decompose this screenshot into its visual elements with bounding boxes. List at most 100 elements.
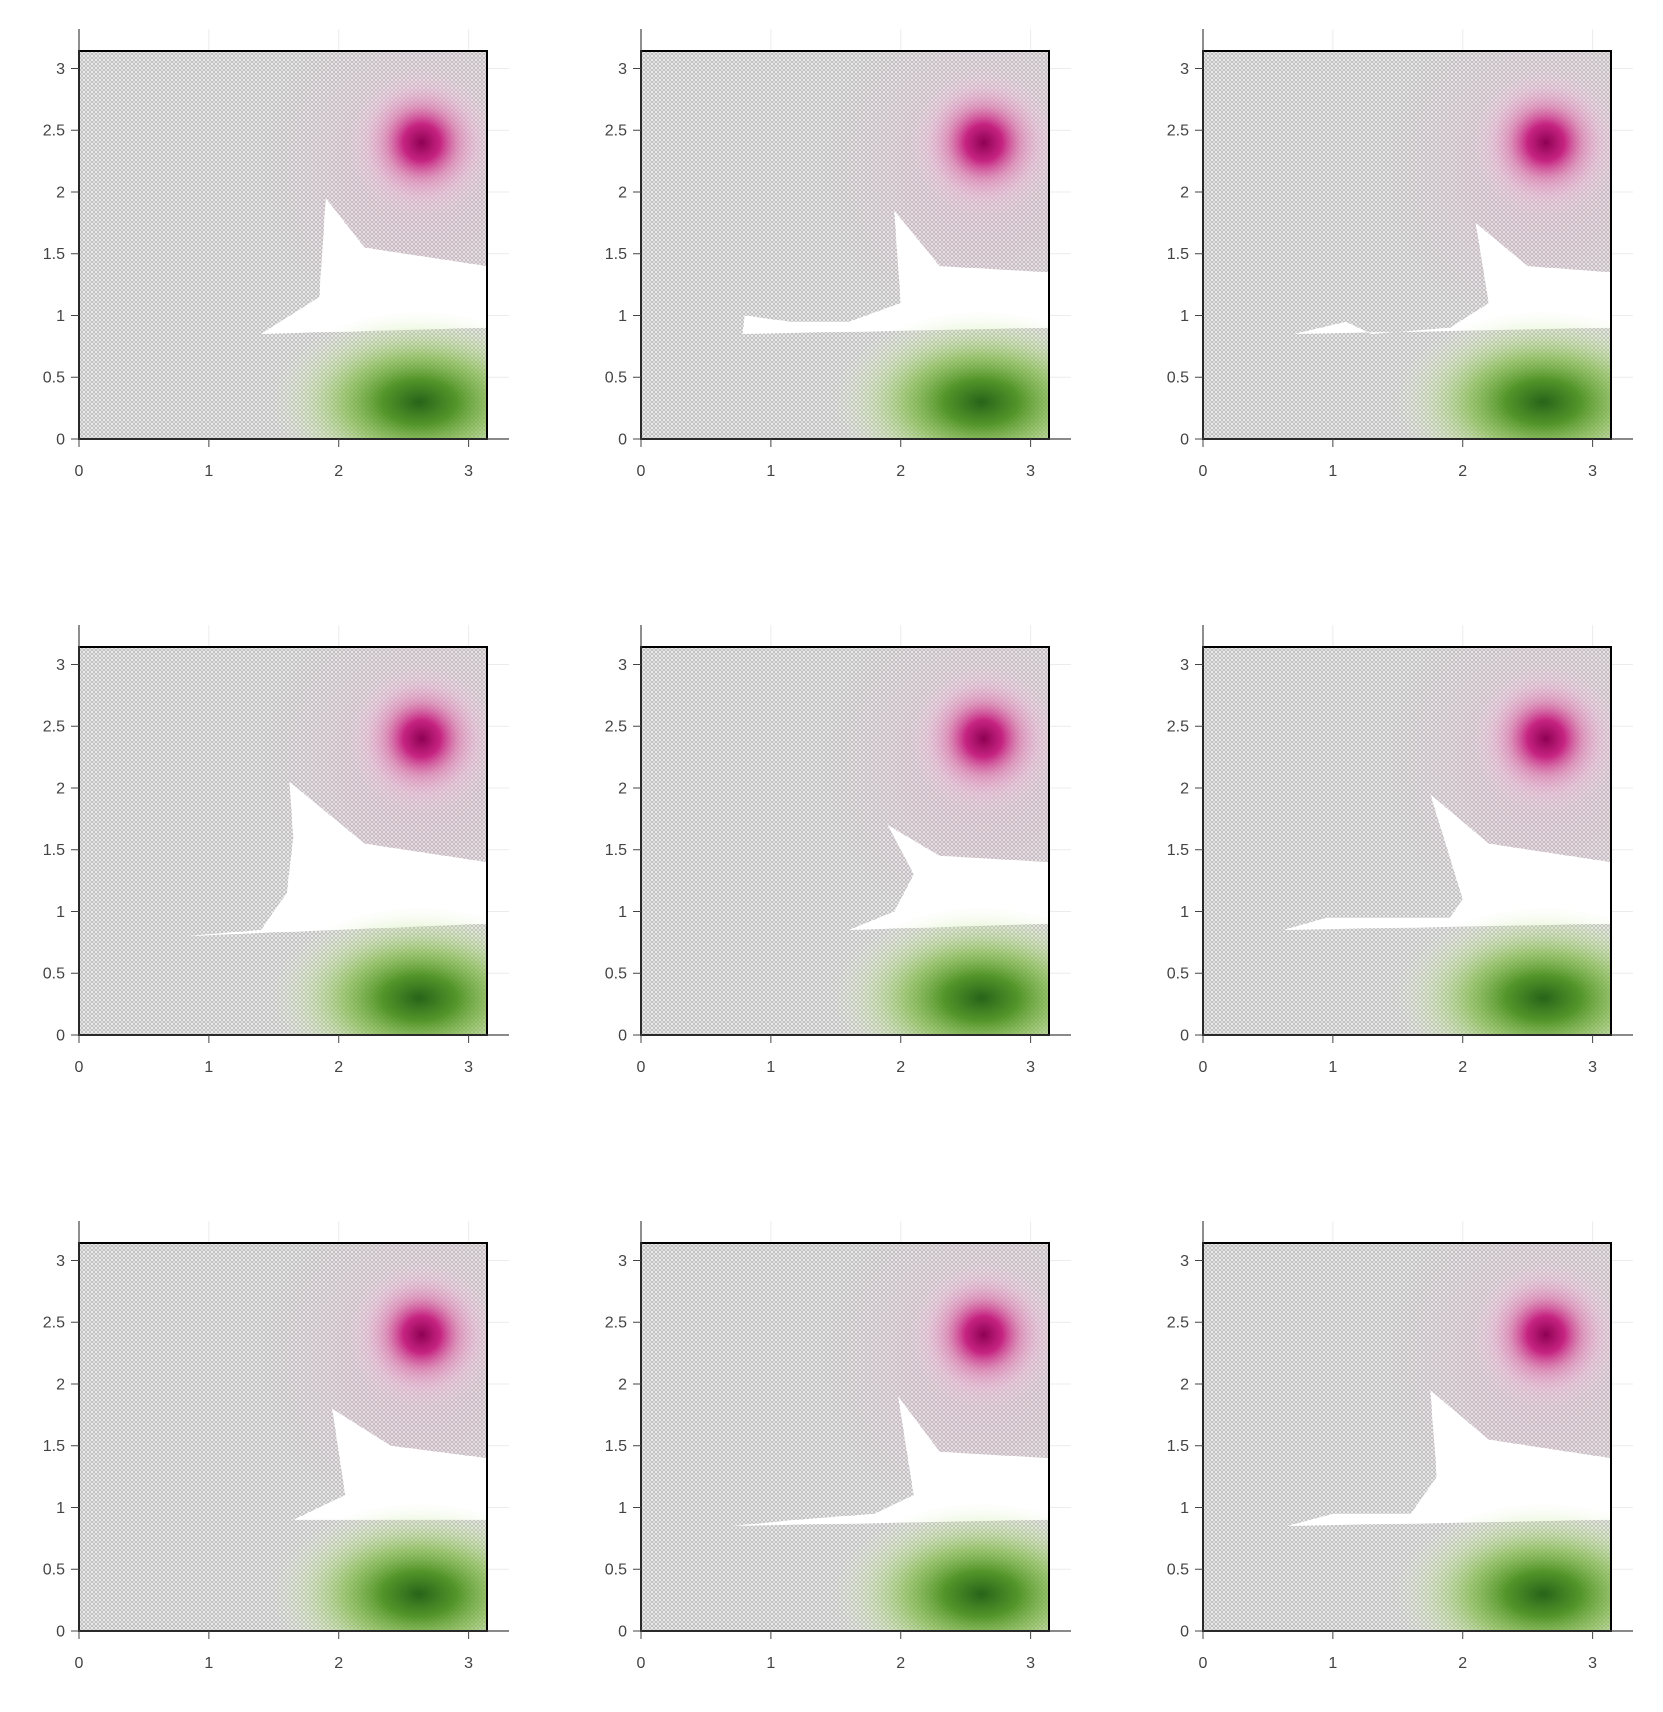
y-tick-label: 1.5 xyxy=(1167,246,1189,263)
x-tick-label: 3 xyxy=(1588,1059,1597,1076)
magenta-peak xyxy=(1471,68,1611,217)
y-tick-label: 2 xyxy=(56,780,65,797)
x-tick-label: 0 xyxy=(75,463,84,480)
y-tick-label: 0.5 xyxy=(43,370,65,387)
heatmap-field xyxy=(641,647,1049,1035)
magenta-peak xyxy=(347,1260,487,1409)
x-tick-label: 1 xyxy=(204,463,213,480)
x-tick-label: 2 xyxy=(1458,1059,1467,1076)
y-tick-label: 2.5 xyxy=(1167,123,1189,140)
magenta-peak xyxy=(909,1260,1049,1409)
y-tick-label: 2 xyxy=(1180,1376,1189,1393)
x-tick-label: 0 xyxy=(637,463,646,480)
green-peak xyxy=(831,905,1049,1035)
x-tick-label: 1 xyxy=(766,1059,775,1076)
empty-region xyxy=(742,210,1049,334)
x-tick-label: 1 xyxy=(1328,1059,1337,1076)
x-tick-label: 0 xyxy=(637,1059,646,1076)
y-tick-label: 2.5 xyxy=(605,123,627,140)
y-tick-label: 1 xyxy=(618,308,627,325)
x-tick-label: 2 xyxy=(896,1059,905,1076)
y-tick-label: 1.5 xyxy=(1167,1438,1189,1455)
empty-region xyxy=(848,825,1049,930)
heatmap-field xyxy=(641,51,1049,439)
x-tick-label: 3 xyxy=(464,1059,473,1076)
y-tick-label: 1.5 xyxy=(605,246,627,263)
empty-region xyxy=(731,1396,1049,1526)
y-tick-label: 0 xyxy=(618,1624,627,1641)
empty-region xyxy=(293,1408,487,1520)
y-tick-label: 0.5 xyxy=(1167,966,1189,983)
y-tick-label: 1.5 xyxy=(1167,842,1189,859)
y-tick-label: 3 xyxy=(56,1253,65,1270)
x-tick-label: 2 xyxy=(334,1655,343,1672)
y-tick-label: 1 xyxy=(56,308,65,325)
heatmap-field xyxy=(79,51,487,439)
x-tick-label: 2 xyxy=(1458,1655,1467,1672)
y-tick-label: 0 xyxy=(56,1028,65,1045)
panel-7: 0 1 2 3 0 0.5 1 1.5 2 2.5 3 xyxy=(43,1221,509,1672)
x-tick-label: 3 xyxy=(464,463,473,480)
y-tick-label: 1.5 xyxy=(605,842,627,859)
panel-6: 0 1 2 3 0 0.5 1 1.5 2 2.5 3 xyxy=(1167,625,1633,1076)
x-tick-label: 3 xyxy=(1026,1655,1035,1672)
magenta-peak xyxy=(347,68,487,217)
y-tick-label: 0 xyxy=(56,1624,65,1641)
y-tick-label: 3 xyxy=(618,657,627,674)
x-tick-label: 3 xyxy=(1588,463,1597,480)
y-tick-label: 1 xyxy=(1180,904,1189,921)
y-tick-label: 1 xyxy=(618,904,627,921)
y-tick-label: 1.5 xyxy=(43,246,65,263)
x-tick-label: 2 xyxy=(334,1059,343,1076)
y-tick-label: 1.5 xyxy=(43,842,65,859)
y-tick-label: 0.5 xyxy=(43,1562,65,1579)
heatmap-field xyxy=(79,647,487,1035)
x-tick-label: 2 xyxy=(896,1655,905,1672)
y-tick-label: 2.5 xyxy=(1167,719,1189,736)
y-tick-label: 2.5 xyxy=(43,719,65,736)
x-tick-label: 0 xyxy=(1199,1655,1208,1672)
heatmap-field xyxy=(79,1243,487,1631)
y-tick-label: 2 xyxy=(1180,780,1189,797)
x-tick-label: 3 xyxy=(1588,1655,1597,1672)
green-peak xyxy=(831,1501,1049,1631)
y-tick-label: 3 xyxy=(1180,1253,1189,1270)
heatmap-field xyxy=(1203,647,1611,1035)
x-tick-label: 0 xyxy=(75,1059,84,1076)
y-tick-label: 3 xyxy=(1180,61,1189,78)
panel-9: 0 1 2 3 0 0.5 1 1.5 2 2.5 3 xyxy=(1167,1221,1633,1672)
empty-region xyxy=(1287,1390,1611,1526)
empty-region xyxy=(1293,222,1611,334)
y-tick-label: 0.5 xyxy=(43,966,65,983)
x-tick-label: 0 xyxy=(1199,1059,1208,1076)
y-tick-label: 1 xyxy=(1180,308,1189,325)
panel-3: 0 1 2 3 0 0.5 1 1.5 2 2.5 3 xyxy=(1167,29,1633,480)
empty-region xyxy=(260,198,487,334)
y-tick-label: 2.5 xyxy=(43,123,65,140)
empty-region xyxy=(182,781,487,937)
x-tick-label: 3 xyxy=(1026,1059,1035,1076)
magenta-peak xyxy=(909,68,1049,217)
y-tick-label: 0.5 xyxy=(1167,370,1189,387)
x-tick-label: 0 xyxy=(75,1655,84,1672)
y-tick-label: 2.5 xyxy=(43,1315,65,1332)
y-tick-label: 0 xyxy=(1180,1624,1189,1641)
y-tick-label: 0 xyxy=(1180,432,1189,449)
y-tick-label: 0 xyxy=(56,432,65,449)
y-tick-label: 0 xyxy=(618,1028,627,1045)
y-tick-label: 1.5 xyxy=(605,1438,627,1455)
x-tick-label: 3 xyxy=(1026,463,1035,480)
y-tick-label: 2 xyxy=(1180,184,1189,201)
x-tick-label: 1 xyxy=(204,1059,213,1076)
x-tick-label: 2 xyxy=(896,463,905,480)
x-tick-label: 1 xyxy=(1328,1655,1337,1672)
y-tick-label: 2 xyxy=(56,1376,65,1393)
green-peak xyxy=(1393,1501,1611,1631)
y-tick-label: 0 xyxy=(1180,1028,1189,1045)
heatmap-field xyxy=(1203,1243,1611,1631)
y-tick-label: 0.5 xyxy=(1167,1562,1189,1579)
magenta-peak xyxy=(347,664,487,813)
x-tick-label: 0 xyxy=(637,1655,646,1672)
green-peak xyxy=(831,309,1049,439)
